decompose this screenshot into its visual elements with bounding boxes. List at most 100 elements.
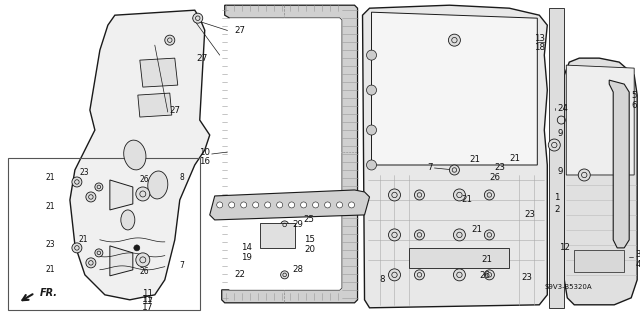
Polygon shape bbox=[549, 8, 564, 308]
Polygon shape bbox=[609, 80, 629, 248]
Circle shape bbox=[86, 258, 96, 268]
Text: 28: 28 bbox=[292, 265, 303, 274]
Circle shape bbox=[280, 221, 289, 229]
Text: 5: 5 bbox=[631, 91, 637, 100]
Text: 7: 7 bbox=[427, 164, 433, 173]
Text: S9V3-B5320A: S9V3-B5320A bbox=[544, 284, 592, 290]
Circle shape bbox=[548, 139, 560, 151]
Circle shape bbox=[136, 187, 150, 201]
Text: 26: 26 bbox=[490, 174, 500, 182]
Circle shape bbox=[324, 202, 331, 208]
Text: 25: 25 bbox=[303, 215, 315, 225]
Text: 4: 4 bbox=[635, 260, 640, 269]
Polygon shape bbox=[228, 18, 342, 290]
Polygon shape bbox=[574, 250, 624, 272]
Text: 21: 21 bbox=[472, 226, 483, 234]
Circle shape bbox=[95, 183, 103, 191]
Circle shape bbox=[86, 192, 96, 202]
Text: 21: 21 bbox=[481, 256, 492, 264]
Text: 24: 24 bbox=[557, 104, 568, 113]
Text: 8: 8 bbox=[380, 275, 385, 284]
Circle shape bbox=[453, 189, 465, 201]
Circle shape bbox=[449, 34, 460, 46]
Text: 15: 15 bbox=[304, 235, 315, 244]
Circle shape bbox=[217, 202, 223, 208]
Text: 8: 8 bbox=[180, 174, 184, 182]
Polygon shape bbox=[566, 65, 634, 175]
Text: FR.: FR. bbox=[40, 288, 58, 298]
Text: 21: 21 bbox=[461, 196, 472, 204]
Circle shape bbox=[289, 202, 294, 208]
Circle shape bbox=[349, 202, 355, 208]
Text: 23: 23 bbox=[80, 168, 90, 177]
Circle shape bbox=[415, 190, 424, 200]
Circle shape bbox=[228, 202, 235, 208]
Text: 23: 23 bbox=[524, 211, 535, 219]
Text: 21: 21 bbox=[469, 155, 481, 165]
Polygon shape bbox=[260, 223, 294, 248]
Text: 18: 18 bbox=[534, 43, 545, 52]
Text: 12: 12 bbox=[559, 243, 570, 252]
Polygon shape bbox=[221, 5, 358, 303]
Text: 22: 22 bbox=[234, 270, 245, 279]
Circle shape bbox=[484, 230, 494, 240]
Circle shape bbox=[72, 177, 82, 187]
Text: 6: 6 bbox=[631, 100, 637, 109]
Text: 23: 23 bbox=[46, 241, 56, 249]
Text: 27: 27 bbox=[196, 54, 208, 63]
Circle shape bbox=[453, 229, 465, 241]
Circle shape bbox=[367, 85, 376, 95]
Circle shape bbox=[265, 202, 271, 208]
Text: 26: 26 bbox=[140, 267, 150, 276]
Circle shape bbox=[253, 202, 259, 208]
Polygon shape bbox=[140, 58, 178, 87]
Text: 21: 21 bbox=[46, 174, 56, 182]
Circle shape bbox=[72, 243, 82, 253]
Text: 27: 27 bbox=[235, 26, 246, 35]
Polygon shape bbox=[70, 10, 210, 300]
Text: 13: 13 bbox=[534, 34, 545, 43]
Circle shape bbox=[449, 165, 460, 175]
Circle shape bbox=[312, 202, 319, 208]
Circle shape bbox=[280, 271, 289, 279]
Circle shape bbox=[337, 202, 342, 208]
Ellipse shape bbox=[124, 140, 146, 170]
Polygon shape bbox=[410, 248, 509, 268]
Circle shape bbox=[484, 190, 494, 200]
Text: 21: 21 bbox=[79, 235, 88, 244]
Text: 10: 10 bbox=[199, 147, 210, 157]
Circle shape bbox=[164, 35, 175, 45]
Circle shape bbox=[453, 269, 465, 281]
Text: 17: 17 bbox=[142, 303, 154, 312]
Circle shape bbox=[415, 270, 424, 280]
Polygon shape bbox=[110, 246, 133, 276]
Circle shape bbox=[367, 125, 376, 135]
Circle shape bbox=[388, 189, 401, 201]
Text: 21: 21 bbox=[46, 265, 56, 274]
Ellipse shape bbox=[121, 210, 135, 230]
Text: 21: 21 bbox=[509, 153, 520, 162]
Text: 21: 21 bbox=[46, 203, 56, 211]
Circle shape bbox=[388, 269, 401, 281]
Circle shape bbox=[136, 253, 150, 267]
Polygon shape bbox=[372, 12, 538, 165]
Text: 23: 23 bbox=[494, 164, 506, 173]
Ellipse shape bbox=[148, 171, 168, 199]
Text: 14: 14 bbox=[241, 243, 252, 252]
Circle shape bbox=[388, 229, 401, 241]
Circle shape bbox=[134, 245, 140, 251]
Circle shape bbox=[301, 202, 307, 208]
Text: 27: 27 bbox=[170, 106, 180, 115]
Polygon shape bbox=[564, 58, 637, 305]
Circle shape bbox=[95, 249, 103, 257]
Text: 17: 17 bbox=[142, 297, 154, 306]
Circle shape bbox=[367, 160, 376, 170]
Text: 7: 7 bbox=[180, 261, 185, 271]
Circle shape bbox=[276, 202, 283, 208]
Circle shape bbox=[241, 202, 246, 208]
Text: 1: 1 bbox=[554, 193, 560, 203]
Text: 3: 3 bbox=[635, 250, 640, 259]
Text: 23: 23 bbox=[522, 273, 532, 282]
Text: 26: 26 bbox=[140, 175, 150, 184]
Polygon shape bbox=[110, 180, 133, 210]
